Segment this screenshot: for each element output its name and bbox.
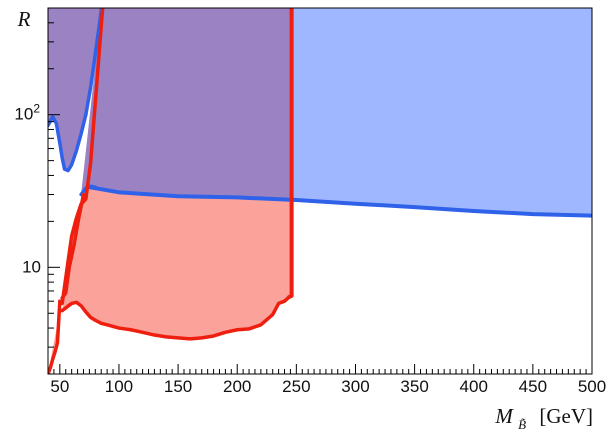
x-tick-label: 100 [105, 377, 133, 396]
x-axis-symbol: M [494, 404, 514, 428]
x-tick-label: 300 [341, 377, 369, 396]
y-tick-label: 102 [14, 102, 40, 124]
x-ticks [53, 364, 593, 374]
x-tick-label: 250 [282, 377, 310, 396]
red-outer-left-line [48, 8, 105, 374]
x-tick-label: 400 [460, 377, 488, 396]
red-vertical-boundary-line [287, 8, 294, 299]
x-tick-label: 350 [400, 377, 428, 396]
y-tick-label: 10 [22, 257, 41, 276]
x-tick-label: 500 [578, 377, 606, 396]
overlap-region [48, 8, 292, 200]
x-tick-label: 50 [50, 377, 69, 396]
y-axis-title: R [17, 7, 31, 31]
x-axis-unit: [GeV] [539, 404, 593, 428]
x-tick-labels: 50 100 150 200 250 300 350 400 450 500 [50, 377, 606, 396]
x-axis-title: M B̃ [GeV] [494, 404, 593, 434]
x-tick-label: 200 [223, 377, 251, 396]
blue-lower-boundary-line [48, 112, 88, 173]
y-tick-labels: 10 102 [14, 102, 41, 277]
x-axis-subscript: B̃ [518, 417, 526, 432]
red-inner-left-line [60, 192, 86, 300]
plot-area [48, 8, 592, 374]
x-tick-label: 150 [164, 377, 192, 396]
blue-main-boundary-line [87, 185, 592, 218]
x-tick-label: 450 [519, 377, 547, 396]
y-ticks [48, 22, 60, 348]
red-lower-boundary-line [60, 295, 291, 341]
